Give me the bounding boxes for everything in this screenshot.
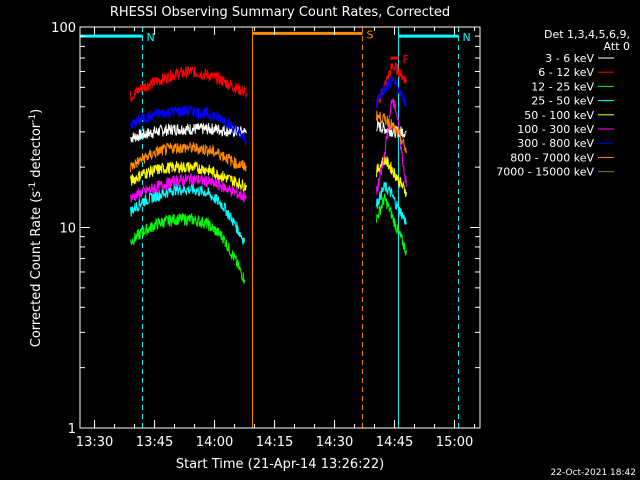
legend-header-1: Att 0 (604, 40, 630, 53)
series-line-2-segment-0 (130, 212, 245, 284)
x-tick-label-1: 13:45 (136, 435, 173, 450)
series-line-2-segment-1 (376, 193, 407, 256)
x-axis-label: Start Time (21-Apr-14 13:26:22) (176, 457, 384, 472)
x-tick-label-4: 14:30 (316, 435, 353, 450)
x-tick-label-5: 14:45 (376, 435, 413, 450)
y-axis-label: Corrected Count Rate (s-1 detector-1) (28, 109, 44, 347)
y-axis-label-part3: ) (29, 109, 44, 114)
y-axis-label-sup1: -1 (28, 182, 38, 191)
legend-entry-label-3: 25 - 50 keV (531, 95, 594, 108)
legend-header-0: Det 1,3,4,5,6,9, (544, 28, 630, 41)
chart-title: RHESSI Observing Summary Count Rates, Co… (110, 5, 450, 20)
series-line-3-segment-1 (376, 181, 407, 225)
y-tick-label-2: 100 (51, 21, 76, 36)
legend-entry-label-0: 3 - 6 keV (545, 52, 594, 65)
series-line-3-segment-0 (130, 183, 245, 245)
x-tick-label-6: 15:00 (436, 435, 473, 450)
series-line-5-segment-0 (130, 172, 247, 204)
annotation-label-1: N (463, 31, 471, 44)
series-line-7-segment-0 (130, 141, 247, 173)
x-tick-label-0: 13:30 (76, 435, 113, 450)
annotation-label-3: F (403, 53, 409, 66)
legend-entry-label-5: 100 - 300 keV (517, 123, 594, 136)
y-tick-label-0: 1 (68, 422, 76, 437)
footer-timestamp: 22-Oct-2021 18:42 (551, 468, 636, 478)
y-tick-label-1: 10 (59, 222, 76, 237)
legend-entry-label-8: 7000 - 15000 keV (496, 166, 594, 179)
annotation-label-0: N (147, 31, 155, 44)
series-line-5-segment-1 (376, 98, 407, 195)
legend-entry-label-4: 50 - 100 keV (524, 109, 594, 122)
y-axis-label-part2: detector (29, 122, 44, 182)
series-line-0-segment-1 (376, 121, 407, 138)
legend-entry-label-2: 12 - 25 keV (531, 80, 594, 93)
series-line-4-segment-1 (376, 154, 407, 198)
series-line-4-segment-0 (130, 160, 247, 193)
series-line-6-segment-0 (130, 105, 247, 147)
series-line-7-segment-1 (376, 110, 407, 154)
legend-entry-label-7: 800 - 7000 keV (510, 151, 594, 164)
annotation-label-2: S (367, 28, 374, 41)
y-axis-label-part1: Corrected Count Rate (s (29, 191, 44, 348)
x-tick-label-3: 14:15 (256, 435, 293, 450)
series-line-1-segment-0 (130, 65, 247, 103)
plot-frame (79, 26, 481, 429)
x-tick-label-2: 14:00 (196, 435, 233, 450)
legend-entry-label-1: 6 - 12 keV (538, 66, 594, 79)
y-axis-label-sup2: -1 (28, 114, 38, 123)
series-line-6-segment-1 (376, 74, 407, 109)
legend-entry-label-6: 300 - 800 keV (517, 137, 594, 150)
